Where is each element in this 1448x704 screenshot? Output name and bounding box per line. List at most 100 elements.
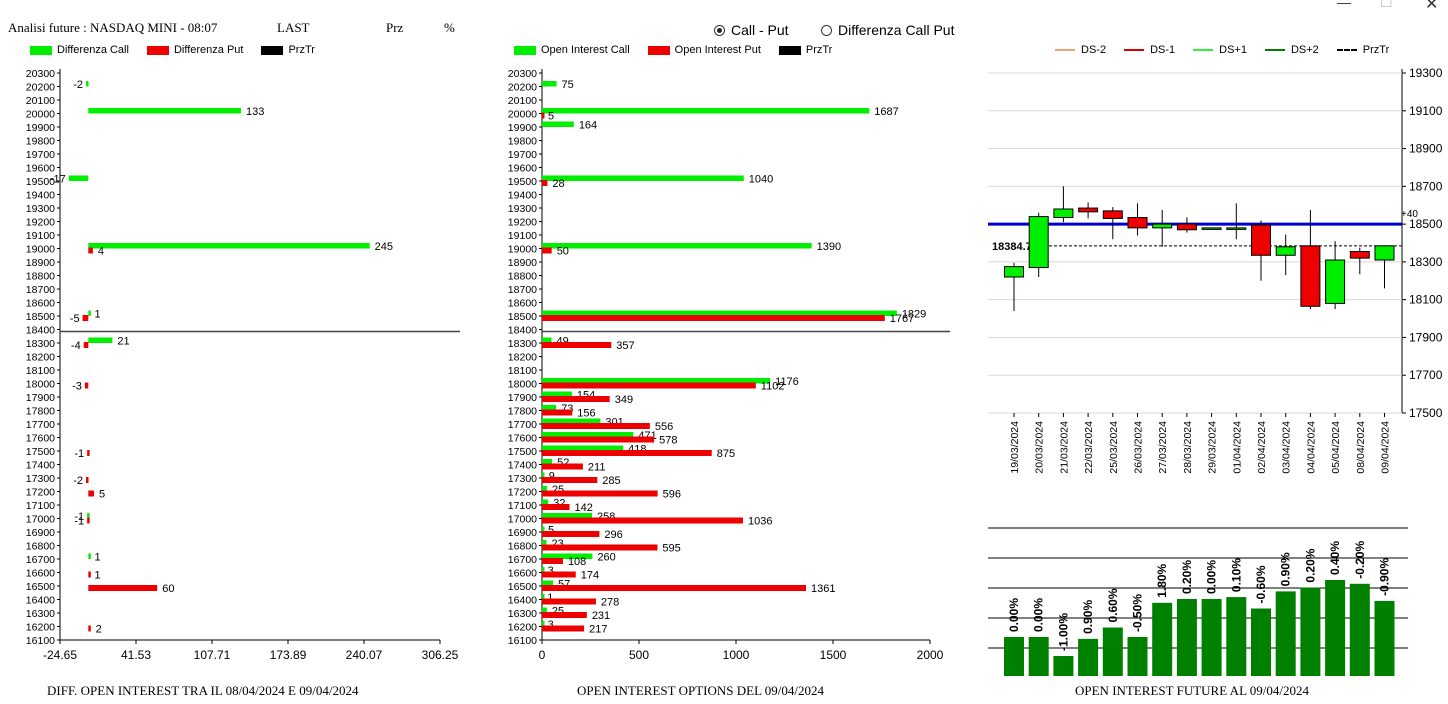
bar-value-label: 0.00% bbox=[1205, 560, 1219, 594]
y-tick-label: 19300 bbox=[26, 203, 55, 215]
y-tick-label: 16900 bbox=[26, 527, 55, 539]
bar bbox=[542, 463, 583, 470]
bar bbox=[542, 585, 807, 591]
bar-value-label: 9 bbox=[549, 470, 555, 482]
bar bbox=[542, 621, 545, 627]
y-tick-label: 16500 bbox=[26, 581, 55, 593]
bar-value-label: 245 bbox=[375, 241, 393, 253]
x-tick-label: 173.89 bbox=[270, 648, 307, 662]
radio-call-put[interactable]: Call - Put bbox=[714, 22, 789, 38]
close-icon[interactable]: ✕ bbox=[1425, 0, 1439, 13]
radio-unselected-icon bbox=[821, 24, 832, 36]
y-tick-label: 18200 bbox=[508, 352, 537, 364]
y-tick-label: 16500 bbox=[508, 581, 537, 593]
y-tick-label: 18200 bbox=[26, 352, 55, 364]
bar bbox=[87, 517, 90, 524]
bar bbox=[1053, 656, 1074, 676]
legend-item: Open Interest Call bbox=[514, 44, 630, 56]
bar-value-label: 1036 bbox=[748, 516, 772, 528]
x-tick-label: 01/04/2024 bbox=[1231, 421, 1243, 474]
y-tick-label: 17900 bbox=[508, 392, 537, 404]
bar bbox=[542, 247, 552, 254]
radio-diff-call-put[interactable]: Differenza Call Put bbox=[821, 22, 954, 38]
x-tick-label: 05/04/2024 bbox=[1330, 421, 1342, 474]
bar bbox=[1251, 608, 1271, 676]
bar-value-label: -1.00% bbox=[1056, 613, 1070, 651]
y-tick-label: 17800 bbox=[508, 406, 537, 418]
radio-call-put-label: Call - Put bbox=[731, 22, 789, 38]
legend-item: PrzTr bbox=[261, 44, 315, 56]
header-last: LAST bbox=[277, 20, 310, 35]
bar-value-label: -5 bbox=[70, 313, 80, 325]
bar-value-label: 1829 bbox=[902, 308, 926, 320]
bar-value-label: -1 bbox=[74, 511, 84, 523]
y-tick-label: 19700 bbox=[26, 149, 55, 161]
bar bbox=[542, 175, 744, 181]
legend-item: Open Interest Put bbox=[647, 44, 761, 56]
y-tick-label: 19800 bbox=[26, 136, 55, 148]
candle-body bbox=[1374, 245, 1395, 261]
legend-item: DS+2 bbox=[1264, 44, 1319, 56]
y-tick-label: 19300 bbox=[1409, 66, 1443, 80]
caption-mid: OPEN INTEREST OPTIONS DEL 09/04/2024 bbox=[577, 683, 824, 698]
minimize-icon[interactable]: — bbox=[1337, 0, 1351, 10]
y-tick-label: 18700 bbox=[1409, 179, 1443, 193]
y-tick-label: 18400 bbox=[508, 325, 537, 337]
x-tick-label: 20/03/2024 bbox=[1034, 421, 1046, 474]
bar bbox=[542, 625, 585, 632]
legend-label: PrzTr bbox=[288, 44, 315, 56]
bar bbox=[542, 490, 658, 497]
bar bbox=[542, 499, 549, 505]
bar-value-label: 349 bbox=[615, 394, 633, 406]
candle-body bbox=[1176, 223, 1197, 231]
x-tick-label: -24.65 bbox=[43, 648, 77, 662]
bar bbox=[86, 477, 89, 483]
bar bbox=[84, 382, 89, 389]
y-tick-label: 18600 bbox=[508, 298, 537, 310]
bar bbox=[542, 580, 554, 586]
bar-value-label: 1.80% bbox=[1155, 563, 1169, 597]
y-tick-label: 16300 bbox=[26, 608, 55, 620]
y-tick-label: 17700 bbox=[1409, 368, 1443, 382]
bar bbox=[542, 567, 545, 573]
x-tick-label: 306.25 bbox=[422, 648, 459, 662]
bar-value-label: 28 bbox=[552, 178, 564, 190]
candle-body bbox=[1078, 207, 1099, 213]
legend-line-icon bbox=[1193, 49, 1214, 51]
y-tick-label: 17700 bbox=[26, 419, 55, 431]
x-tick-label: 04/04/2024 bbox=[1305, 421, 1317, 474]
y-tick-label: 17200 bbox=[508, 487, 537, 499]
legend-item: Differenza Call bbox=[30, 44, 129, 56]
y-tick-label: 20200 bbox=[26, 82, 55, 94]
y-tick-label: 18900 bbox=[26, 257, 55, 269]
bar bbox=[542, 472, 545, 478]
y-tick-label: 19000 bbox=[26, 244, 55, 256]
legend-label: Differenza Call bbox=[57, 44, 129, 56]
y-tick-label: 20000 bbox=[508, 109, 537, 121]
bar-value-label: 5 bbox=[548, 111, 554, 123]
bar-value-label: 1 bbox=[94, 551, 100, 563]
legend-line-icon bbox=[1336, 49, 1357, 51]
bar-value-label: 50 bbox=[557, 246, 569, 258]
x-tick-label: 02/04/2024 bbox=[1256, 421, 1268, 474]
x-tick-label: 2000 bbox=[917, 648, 944, 662]
legend-item: DS+1 bbox=[1193, 44, 1247, 56]
bar-value-label: 0.20% bbox=[1180, 560, 1194, 594]
bar-value-label: 5 bbox=[548, 524, 554, 536]
y-tick-label: 17500 bbox=[1409, 406, 1443, 420]
x-tick-label: 26/03/2024 bbox=[1133, 421, 1145, 474]
y-tick-label: 19100 bbox=[1409, 104, 1443, 118]
y-tick-label: 16600 bbox=[26, 568, 55, 580]
bar-value-label: 1767 bbox=[890, 313, 914, 325]
bar-value-label: -17 bbox=[50, 173, 66, 185]
maximize-icon[interactable]: ☐ bbox=[1380, 0, 1393, 10]
x-tick-label: 29/03/2024 bbox=[1207, 421, 1219, 474]
bar-value-label: 174 bbox=[581, 570, 599, 582]
bar-value-label: 1 bbox=[94, 570, 100, 582]
bar-value-label: 556 bbox=[655, 421, 673, 433]
bar bbox=[1176, 599, 1197, 676]
bar bbox=[88, 108, 242, 114]
bar bbox=[88, 553, 91, 559]
bar bbox=[542, 598, 596, 605]
